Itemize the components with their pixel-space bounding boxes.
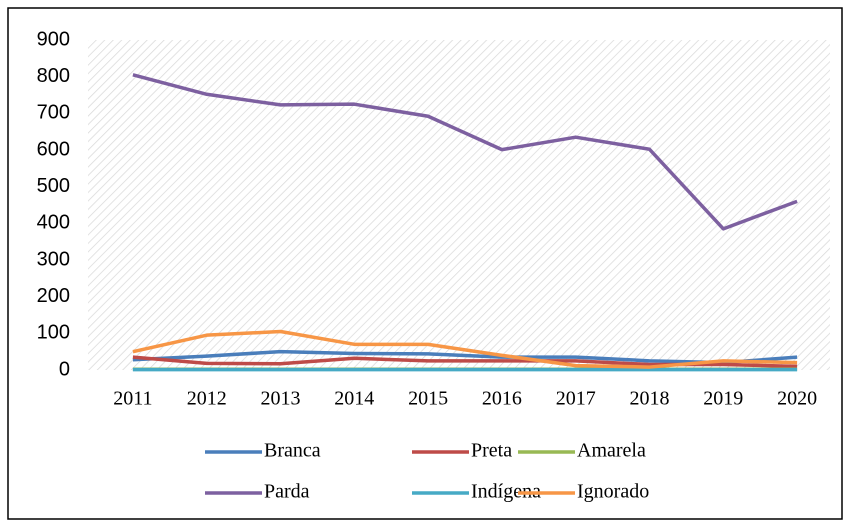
series-line bbox=[132, 73, 798, 231]
y-tick-label: 600 bbox=[37, 138, 70, 160]
series-line bbox=[132, 349, 798, 365]
x-tick-label: 2016 bbox=[482, 388, 522, 410]
legend-label: Indígena bbox=[471, 481, 541, 503]
y-tick-label: 700 bbox=[37, 102, 70, 124]
x-tick-label: 2012 bbox=[187, 388, 227, 410]
y-tick-label: 300 bbox=[37, 248, 70, 270]
y-tick-label: 800 bbox=[37, 65, 70, 87]
y-tick-label: 500 bbox=[37, 175, 70, 197]
x-tick-label: 2013 bbox=[261, 388, 301, 410]
legend-label: Amarela bbox=[577, 440, 646, 462]
y-tick-label: 100 bbox=[37, 322, 70, 344]
x-tick-label: 2011 bbox=[113, 388, 152, 410]
y-tick-label: 900 bbox=[37, 28, 70, 50]
x-tick-label: 2020 bbox=[777, 388, 817, 410]
legend-label: Preta bbox=[471, 440, 512, 462]
y-tick-label: 0 bbox=[59, 358, 70, 380]
x-tick-label: 2019 bbox=[703, 388, 743, 410]
legend-label: Ignorado bbox=[577, 481, 649, 503]
x-tick-label: 2018 bbox=[630, 388, 670, 410]
series-line bbox=[132, 329, 798, 369]
legend-label: Parda bbox=[264, 481, 310, 503]
y-tick-label: 400 bbox=[37, 212, 70, 234]
x-tick-label: 2014 bbox=[334, 388, 374, 410]
x-tick-label: 2017 bbox=[556, 388, 596, 410]
plot-area bbox=[88, 40, 830, 370]
legend-label: Branca bbox=[264, 440, 321, 462]
y-tick-label: 200 bbox=[37, 285, 70, 307]
x-tick-label: 2015 bbox=[408, 388, 448, 410]
